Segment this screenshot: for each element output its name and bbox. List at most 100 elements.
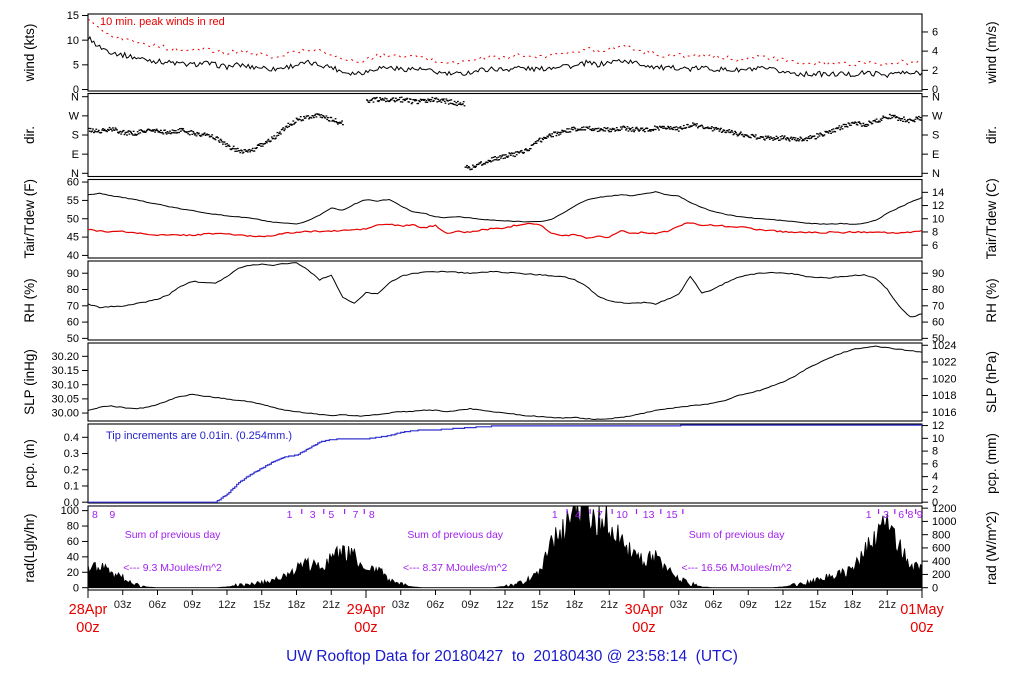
ytick-right-slp: 1022: [932, 357, 956, 369]
peak-wind-annotation: 10 min. peak winds in red: [100, 16, 225, 28]
ytick-left-rad: 0: [73, 582, 79, 594]
axis-title-left-wind: wind (kts): [22, 24, 37, 83]
ytick-left-temp: 50: [67, 213, 79, 225]
ytick-left-slp: 30.00: [51, 408, 79, 420]
axis-title-left-rh: RH (%): [22, 278, 37, 322]
ytick-right-rh: 90: [932, 268, 944, 280]
ytick-left-temp: 55: [67, 195, 79, 207]
rad-hour-mark: 8: [907, 509, 913, 521]
ytick-right-slp: 1024: [932, 340, 956, 352]
ytick-right-temp: 8: [932, 227, 938, 239]
ytick-right-slp: 1020: [932, 373, 956, 385]
rad-hour-tick: [343, 509, 346, 514]
rad-hour-mark: 9: [917, 509, 923, 521]
xtick-label-minor: 06z: [427, 599, 445, 611]
axis-title-left-temp: Tair/Tdew (F): [22, 179, 37, 259]
ytick-left-pcp: 0.3: [64, 448, 79, 460]
tdew-series: [88, 222, 922, 239]
xtick-label-minor: 18z: [288, 599, 306, 611]
ytick-right-dir: W: [932, 110, 943, 122]
ytick-left-rh: 60: [67, 317, 79, 329]
ytick-left-rad: 100: [61, 505, 79, 517]
ytick-left-rad: 20: [67, 567, 79, 579]
rad-hour-tick: [877, 509, 880, 514]
ytick-right-rad: 800: [932, 529, 950, 541]
ytick-right-temp: 14: [932, 187, 944, 199]
ytick-right-pcp: 8: [932, 446, 938, 458]
rad-hour-tick: [905, 509, 907, 514]
ytick-right-slp: 1018: [932, 390, 956, 402]
rad-hour-tick: [894, 509, 896, 514]
ytick-left-pcp: 0.4: [64, 432, 79, 444]
ytick-right-rh: 60: [932, 317, 944, 329]
ytick-left-wind: 0: [73, 84, 79, 96]
xtick-label-day-hour: 00z: [910, 620, 933, 636]
chart-title: UW Rooftop Data for 20180427 to 20180430…: [286, 648, 738, 665]
rad-hour-tick: [301, 509, 303, 514]
ytick-right-pcp: 12: [932, 420, 944, 432]
rad-hour-mark: 4: [575, 509, 581, 521]
xtick-label-minor: 09z: [739, 599, 757, 611]
xtick-label-minor: 09z: [183, 599, 201, 611]
panel-temp: [87, 178, 923, 259]
rad-sum-annotation-day3: Sum of previous day <--- 16.56 MJoules/m…: [682, 508, 792, 585]
ytick-right-pcp: 2: [932, 484, 938, 496]
xtick-label-minor: 12z: [774, 599, 792, 611]
ytick-right-pcp: 10: [932, 433, 944, 445]
ytick-right-wind: 2: [932, 65, 938, 77]
rad-hour-mark: 8: [92, 509, 98, 521]
xtick-label-minor: 12z: [218, 599, 236, 611]
ytick-left-dir: S: [72, 130, 79, 142]
ytick-left-rh: 90: [67, 268, 79, 280]
rad-sum-line2: <--- 8.37 MJoules/m^2: [402, 562, 508, 574]
ytick-left-slp: 30.15: [51, 365, 79, 377]
ytick-left-temp: 60: [67, 177, 79, 189]
ytick-right-dir: E: [932, 149, 939, 161]
rad-hour-mark: 7: [353, 509, 359, 521]
rad-hour-mark: 3: [883, 509, 889, 521]
ytick-left-rh: 50: [67, 333, 79, 345]
ytick-right-wind: 6: [932, 27, 938, 39]
xtick-label-minor: 21z: [600, 599, 618, 611]
rad-hour-tick: [660, 509, 662, 514]
axis-title-right-temp: Tair/Tdew (C): [984, 178, 999, 259]
axis-title-left-dir: dir.: [22, 126, 37, 144]
ytick-right-rad: 400: [932, 556, 950, 568]
xtick-label-day-hour: 00z: [632, 620, 655, 636]
ytick-right-temp: 12: [932, 200, 944, 212]
ytick-left-rh: 70: [67, 300, 79, 312]
ytick-left-dir: E: [72, 149, 79, 161]
ytick-right-dir: N: [932, 91, 940, 103]
xtick-label-minor: 15z: [809, 599, 827, 611]
rad-hour-mark: 1: [552, 509, 558, 521]
ytick-right-temp: 6: [932, 240, 938, 252]
xtick-label-minor: 18z: [844, 599, 862, 611]
xtick-label-day: 01May: [900, 602, 944, 618]
rad-sum-annotation-day1: Sum of previous day <--- 9.3 MJoules/m^2: [123, 508, 222, 585]
ytick-left-dir: W: [69, 110, 80, 122]
xtick-label-day-hour: 00z: [354, 620, 377, 636]
wind-peak-series: [88, 19, 922, 67]
ytick-left-pcp: 0.1: [64, 481, 79, 493]
rad-hour-mark: 3: [310, 509, 316, 521]
rad-hour-tick: [611, 509, 613, 514]
rad-hour-tick: [589, 509, 591, 514]
axis-title-left-rad: rad(Lgly/hr): [22, 513, 37, 582]
rad-hour-tick: [915, 509, 917, 514]
xtick-label-day: 30Apr: [625, 602, 664, 618]
ytick-left-slp: 30.20: [51, 351, 79, 363]
rad-hour-mark: 1: [287, 509, 293, 521]
axis-title-right-rh: RH (%): [984, 278, 999, 322]
rad-hour-tick: [682, 509, 684, 514]
rad-hour-mark: 8: [369, 509, 375, 521]
rad-sum-line1: Sum of previous day: [407, 529, 504, 541]
rad-sum-line2: <--- 16.56 MJoules/m^2: [681, 562, 792, 574]
ytick-right-dir: N: [932, 168, 940, 180]
rad-series: [88, 506, 922, 589]
ytick-left-rh: 80: [67, 284, 79, 296]
xtick-label-minor: 15z: [253, 599, 271, 611]
ytick-left-pcp: 0.0: [64, 497, 79, 509]
rad-hour-tick: [323, 509, 325, 514]
rad-sum-line2: <--- 9.3 MJoules/m^2: [123, 562, 222, 574]
